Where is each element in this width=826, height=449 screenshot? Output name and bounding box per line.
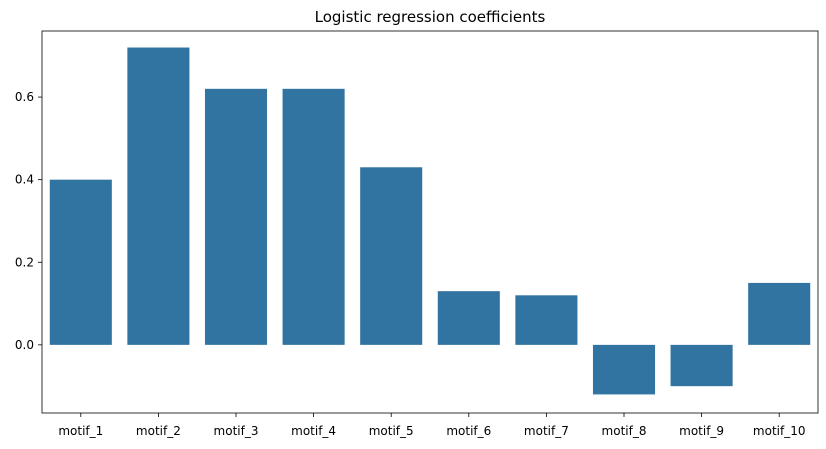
y-axis: 0.0 0.2 0.4 0.6 (15, 90, 42, 352)
x-tick-label: motif_7 (524, 424, 569, 438)
y-tick-label: 0.0 (15, 338, 34, 352)
y-tick-label: 0.2 (15, 255, 34, 269)
x-tick-label: motif_5 (369, 424, 414, 438)
bar-motif_2 (127, 47, 190, 345)
x-axis: motif_1 motif_2 motif_3 motif_4 motif_5 motif… (58, 413, 805, 438)
x-tick-label: motif_3 (214, 424, 259, 438)
bar-motif_9 (670, 344, 733, 387)
x-tick-label: motif_2 (136, 424, 181, 438)
bars-group (49, 47, 811, 395)
bar-motif_4 (282, 88, 345, 345)
y-tick-label: 0.4 (15, 173, 34, 187)
x-tick-label: motif_8 (602, 424, 647, 438)
chart-title: Logistic regression coefficients (315, 8, 546, 26)
bar-motif_1 (49, 179, 112, 345)
bar-motif_10 (748, 282, 811, 345)
bar-motif_3 (204, 88, 268, 345)
bar-motif_6 (437, 291, 500, 345)
bar-motif_5 (360, 167, 423, 345)
x-tick-label: motif_6 (446, 424, 491, 438)
y-tick-label: 0.6 (15, 90, 34, 104)
x-tick-label: motif_4 (291, 424, 336, 438)
x-tick-label: motif_10 (753, 424, 806, 438)
x-tick-label: motif_1 (58, 424, 103, 438)
bar-motif_7 (515, 295, 578, 345)
x-tick-label: motif_9 (679, 424, 724, 438)
plot-frame (41, 30, 819, 414)
bar-motif_8 (592, 344, 656, 395)
